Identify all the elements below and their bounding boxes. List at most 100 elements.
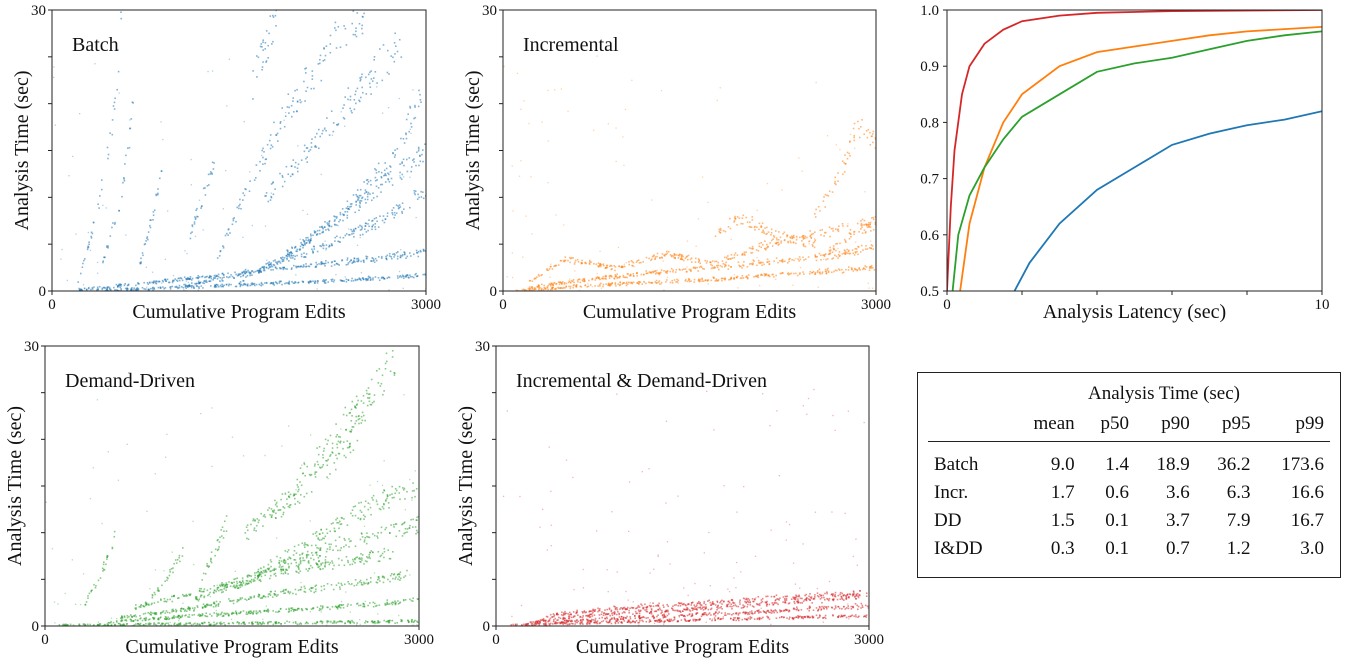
scatter-point [245,579,248,582]
scatter-point [654,281,656,283]
scatter-point [386,599,389,601]
scatter-point [392,207,395,209]
scatter-point [219,536,221,539]
scatter-point [325,279,327,281]
scatter-point [347,87,350,89]
scatter-point [783,239,786,242]
scatter-point [669,270,672,273]
scatter-point [527,287,530,290]
scatter-point [714,280,717,282]
scatter-point [729,227,732,230]
scatter-point [120,283,122,286]
scatter-point [339,436,341,438]
scatter-point [352,10,355,12]
scatter-point [373,77,375,79]
scatter-point [206,563,208,565]
scatter-point [837,253,840,256]
scatter-point [164,618,167,620]
scatter-point [378,576,380,578]
scatter-point [310,87,313,90]
scatter-point [328,620,330,623]
scatter-point [610,283,613,286]
scatter-point [261,572,264,574]
scatter-point [860,244,863,247]
scatter-point [602,283,605,286]
scatter-point [419,160,422,163]
scatter-point [383,503,385,506]
scatter-point [239,611,242,613]
scatter-point [401,274,404,277]
scatter-point [164,258,166,260]
scatter-point [643,281,646,283]
scatter-point [669,254,672,256]
scatter-point [281,174,284,177]
scatter-point [371,497,373,499]
scatter-point [349,206,351,208]
scatter-point [823,196,825,198]
scatter-point [289,557,292,560]
scatter-point [406,528,409,530]
scatter-point [263,571,266,573]
scatter-point [320,564,322,566]
scatter-point [130,118,133,120]
scatter-point [382,393,384,396]
scatter-point [790,272,793,275]
scatter-point [874,221,876,224]
scatter-point [372,197,375,199]
scatter-point [304,243,306,246]
scatter-point [564,259,567,262]
scatter-point [421,153,423,156]
scatter-point [103,256,105,259]
scatter-point [826,269,829,271]
scatter-point [143,281,145,284]
scatter-point [717,264,719,267]
scatter-point [609,274,612,277]
scatter-point [292,97,294,99]
scatter-point [87,247,89,249]
scatter-point [309,474,312,477]
scatter-point [283,257,286,259]
scatter-point [748,247,751,249]
scatter-point [854,147,856,149]
scatter-point [282,561,285,564]
scatter-point [798,256,801,258]
scatter-point [750,247,752,250]
scatter-point [354,579,357,581]
scatter-point [272,610,274,612]
scatter-point [72,155,74,158]
scatter-point [322,567,324,570]
scatter-point [242,621,245,623]
scatter-point [283,592,285,595]
scatter-point [388,181,391,183]
scatter-point [226,105,228,107]
scatter-point [347,263,349,266]
scatter-point [622,274,625,277]
scatter-point [264,162,266,165]
scatter-point [310,142,313,144]
scatter-point [113,286,115,289]
scatter-point [180,610,182,613]
scatter-point [205,276,207,278]
scatter-point [303,463,306,466]
scatter-point [838,225,840,227]
scatter-point [330,584,333,586]
scatter-point [339,219,341,221]
scatter-point [390,256,392,258]
scatter-point [166,618,169,620]
scatter-point [137,289,140,291]
scatter-point [232,218,235,220]
scatter-point [390,602,393,604]
scatter-point [832,230,834,232]
scatter-point [698,259,700,261]
scatter-point [362,16,364,18]
scatter-point [354,545,357,547]
scatter-point [133,624,136,626]
scatter-point [400,178,403,180]
scatter-point [503,65,505,68]
scatter-point [245,270,248,273]
scatter-point [197,275,199,277]
scatter-point [226,612,229,615]
scatter-point [138,283,140,285]
scatter-point [358,194,361,197]
scatter-point [702,280,705,282]
